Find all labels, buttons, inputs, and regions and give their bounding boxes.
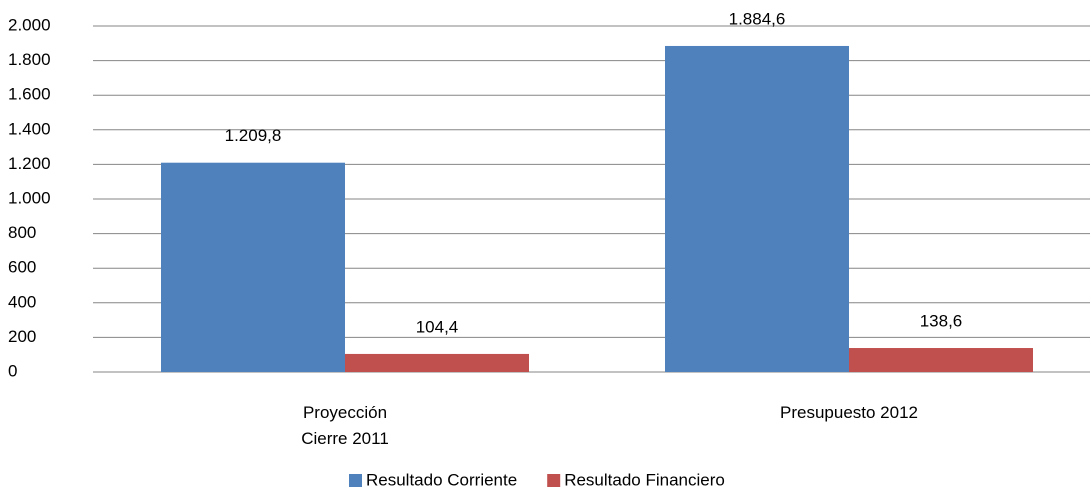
data-label: 104,4 <box>416 317 459 336</box>
x-tick-label: Presupuesto 2012 <box>780 403 918 422</box>
y-tick-label: 400 <box>8 292 36 311</box>
data-label: 1.884,6 <box>729 9 786 28</box>
legend-label: Resultado Financiero <box>564 470 725 489</box>
y-tick-label: 2.000 <box>8 15 51 34</box>
bar <box>345 353 529 372</box>
bar <box>849 348 1033 372</box>
bar <box>161 162 345 372</box>
y-tick-label: 0 <box>8 361 17 380</box>
y-tick-label: 1.000 <box>8 188 51 207</box>
legend-swatch <box>349 474 362 487</box>
y-tick-label: 800 <box>8 223 36 242</box>
legend-swatch <box>547 474 561 487</box>
data-label: 1.209,8 <box>225 126 282 145</box>
bar <box>665 45 849 372</box>
legend-label: Resultado Corriente <box>366 470 517 489</box>
y-tick-label: 200 <box>8 327 36 346</box>
y-tick-label: 1.400 <box>8 119 51 138</box>
x-tick-label: Proyección Cierre 2011 <box>301 403 389 448</box>
data-label: 138,6 <box>920 312 963 331</box>
y-tick-label: 1.800 <box>8 50 51 69</box>
y-tick-label: 1.600 <box>8 85 51 104</box>
y-tick-label: 1.200 <box>8 154 51 173</box>
y-tick-label: 600 <box>8 258 36 277</box>
